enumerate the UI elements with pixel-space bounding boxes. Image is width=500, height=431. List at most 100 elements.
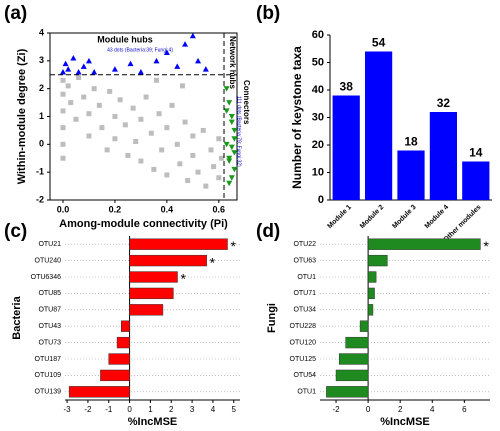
y-tick-label: OTU21 [38, 241, 61, 248]
bar [129, 238, 228, 250]
flag: * [181, 271, 187, 287]
x-tick-label: 0.0 [57, 204, 70, 214]
y-tick-label: OTU63 [293, 257, 316, 264]
y-axis-title: Fungi [266, 303, 278, 333]
point [112, 136, 118, 142]
y-tick-label: OTU109 [35, 372, 62, 379]
point [60, 77, 66, 83]
point [65, 83, 71, 89]
annotation: 111 dots (Bacteria:79; Fungi:32) [236, 96, 242, 167]
point [68, 100, 74, 106]
x-tick-label: 4 [430, 405, 435, 414]
y-tick-label: OTU87 [38, 307, 61, 314]
point [216, 175, 222, 181]
point [81, 94, 87, 100]
point [133, 139, 139, 145]
y-tick-label: OTU120 [290, 339, 317, 346]
point [153, 77, 159, 83]
point [164, 172, 170, 178]
y-tick-label: -2 [36, 194, 44, 204]
point [195, 169, 201, 175]
bar [108, 353, 130, 365]
point [231, 127, 238, 134]
bar [367, 238, 481, 250]
annotation: 43 dots (Bacteria:39; Fungi:4) [107, 47, 173, 53]
bar [429, 112, 458, 200]
point [189, 32, 196, 39]
point [130, 105, 136, 111]
point [226, 155, 233, 162]
point [195, 57, 202, 64]
point [231, 166, 238, 173]
bar [129, 287, 174, 300]
plot-frame [49, 32, 238, 201]
x-tick-label: 0.2 [109, 204, 122, 214]
x-tick-label: 3 [190, 405, 195, 414]
y-tick-label: 0 [318, 194, 324, 206]
bar [367, 254, 388, 267]
point [231, 150, 238, 156]
y-tick-label: OTU240 [35, 257, 62, 264]
point [96, 102, 102, 108]
x-tick-label: -2 [84, 405, 92, 414]
y-tick-label: 3 [39, 55, 44, 65]
y-tick-label: 2 [39, 83, 44, 93]
point [200, 127, 206, 133]
x-tick-label: 0 [127, 405, 132, 414]
point [182, 41, 189, 47]
bar [367, 304, 374, 316]
bar [367, 271, 377, 283]
value-label: 18 [404, 135, 418, 149]
bar [129, 271, 178, 283]
point [156, 111, 162, 117]
y-tick-label: 0 [39, 139, 44, 149]
point [228, 119, 235, 126]
point [228, 114, 235, 120]
panel-label: (d) [256, 221, 280, 242]
value-label: 54 [372, 36, 386, 50]
bar [129, 254, 207, 267]
point [223, 141, 230, 148]
point [174, 63, 181, 69]
point [112, 114, 118, 119]
point [85, 57, 92, 64]
point [159, 147, 165, 153]
x-tick-label: 2 [398, 405, 403, 414]
point [174, 141, 180, 147]
y-tick-label: OTU85 [38, 290, 61, 297]
point [190, 133, 196, 139]
x-tick-label: 4 [211, 405, 216, 414]
point [104, 147, 110, 153]
y-axis-title: Bacteria [11, 295, 23, 339]
bar [121, 320, 130, 332]
point [86, 111, 92, 117]
value-label: 38 [340, 80, 354, 94]
point [179, 83, 185, 89]
point [148, 130, 154, 136]
y-tick-label: OTU187 [35, 356, 62, 363]
y-tick-label: 50 [312, 56, 324, 68]
x-tick-label: Module 4 [424, 204, 450, 230]
y-tick-label: 20 [312, 139, 324, 151]
x-axis-title: Among-module connectivity (Pi) [59, 218, 228, 230]
point [91, 86, 97, 92]
point [185, 178, 191, 184]
x-tick-label: 0 [366, 405, 371, 414]
point [190, 152, 196, 158]
point [60, 141, 66, 147]
point [127, 60, 134, 67]
x-tick-label: Module 1 [327, 204, 353, 230]
point [86, 133, 92, 139]
point [153, 57, 160, 64]
bar [345, 336, 369, 349]
y-tick-label: OTU71 [293, 290, 316, 297]
bar [364, 51, 393, 200]
y-tick-label: 30 [312, 111, 324, 123]
point [122, 122, 128, 128]
bar [359, 320, 369, 332]
point [218, 155, 224, 161]
point [231, 136, 238, 142]
point [182, 119, 188, 125]
point [151, 166, 157, 172]
flag: * [231, 238, 237, 254]
